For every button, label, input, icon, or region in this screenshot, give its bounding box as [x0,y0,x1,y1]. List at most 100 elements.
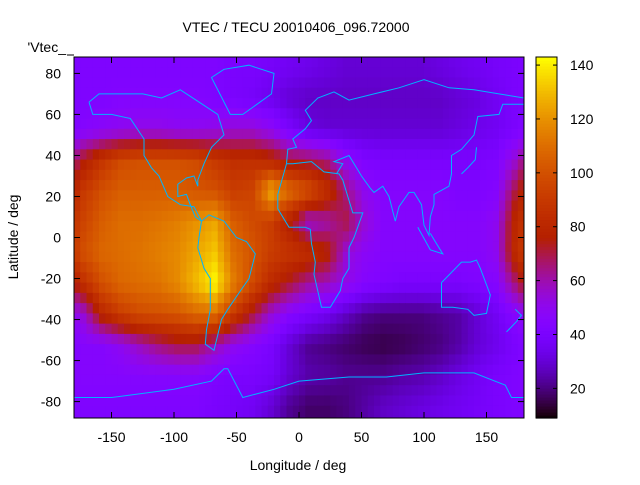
heatmap-cell [199,251,206,263]
heatmap-cell [224,395,231,407]
heatmap-cell [280,221,288,232]
heatmap-cell [505,169,513,181]
heatmap-cell [467,67,475,79]
heatmap-cell [205,231,213,243]
heatmap-cell [292,149,300,161]
heatmap-cell [167,77,175,89]
heatmap-cell [124,98,131,109]
heatmap-cell [280,323,288,335]
heatmap-cell [399,200,406,212]
heatmap-cell [286,98,294,109]
heatmap-cell [80,149,88,161]
heatmap-cell [230,231,238,243]
heatmap-cell [255,231,263,243]
heatmap-cell [317,333,325,345]
heatmap-cell [461,128,469,140]
heatmap-cell [480,98,488,109]
heatmap-cell [255,221,263,232]
heatmap-cell [299,292,306,304]
heatmap-cell [280,405,288,417]
heatmap-cell [480,180,488,191]
heatmap-cell [249,354,256,366]
heatmap-cell [267,159,275,171]
heatmap-cell [242,292,250,304]
heatmap-cell [474,333,481,345]
heatmap-cell [349,77,356,89]
heatmap-cell [267,385,275,397]
heatmap-cell [374,200,381,212]
heatmap-cell [130,200,138,212]
heatmap-cell [155,313,163,325]
heatmap-cell [399,98,406,109]
heatmap-cell [305,292,313,304]
heatmap-cell [249,67,256,79]
heatmap-cell [505,405,513,417]
heatmap-cell [255,180,263,191]
heatmap-cell [267,77,275,89]
heatmap-cell [99,374,106,386]
heatmap-cell [230,149,238,161]
heatmap-cell [417,364,425,376]
heatmap-cell [180,190,188,202]
heatmap-cell [280,57,288,68]
heatmap-cell [480,313,488,325]
heatmap-cell [111,313,119,325]
heatmap-cell [142,221,150,232]
heatmap-cell [355,272,363,284]
heatmap-cell [461,272,469,284]
heatmap-cell [86,221,94,232]
heatmap-cell [242,200,250,212]
heatmap-cell [399,108,406,120]
heatmap-cell [136,374,144,386]
heatmap-cell [92,149,100,161]
heatmap-cell [167,231,175,243]
heatmap-cell [380,57,388,68]
heatmap-cell [205,374,213,386]
colorbar-swatch [536,204,557,209]
heatmap-cell [167,57,175,68]
heatmap-cell [317,67,325,79]
heatmap-cell [242,210,250,222]
heatmap-cell [361,282,369,294]
heatmap-cell [386,87,394,99]
heatmap-cell [311,77,319,89]
heatmap-cell [217,385,225,397]
heatmap-cell [411,313,419,325]
heatmap-cell [192,303,200,314]
heatmap-cell [499,190,506,202]
heatmap-cell [442,292,450,304]
heatmap-cell [499,98,506,109]
heatmap-cell [205,272,213,284]
heatmap-cell [205,405,213,417]
heatmap-cell [317,395,325,407]
heatmap-cell [355,344,363,356]
heatmap-cell [492,323,500,335]
heatmap-cell [274,272,281,284]
heatmap-cell [174,374,181,386]
heatmap-cell [517,128,524,140]
heatmap-cell [136,303,144,314]
heatmap-cell [380,354,388,366]
heatmap-cell [474,231,481,243]
heatmap-cell [261,98,269,109]
heatmap-cell [280,108,288,120]
colorbar-swatch [536,177,557,181]
heatmap-cell [217,108,225,120]
heatmap-cell [299,395,306,407]
heatmap-cell [349,180,356,191]
heatmap-cell [236,354,244,366]
heatmap-cell [155,98,163,109]
heatmap-cell [517,292,524,304]
heatmap-cell [455,98,463,109]
heatmap-cell [242,364,250,376]
heatmap-cell [411,292,419,304]
heatmap-cell [430,303,438,314]
heatmap-cell [249,108,256,120]
heatmap-cell [324,395,331,407]
heatmap-cell [299,282,306,294]
colorbar-swatch [536,117,557,121]
heatmap-cell [130,169,138,181]
heatmap-cell [486,313,494,325]
heatmap-cell [242,344,250,356]
heatmap-cell [149,282,156,294]
